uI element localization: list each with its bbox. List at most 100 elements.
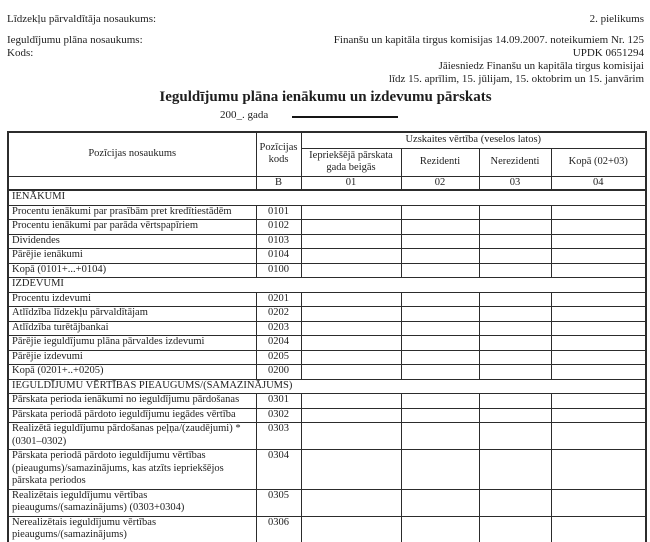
row-code: 0302 [255, 407, 302, 423]
row-code: 0306 [255, 515, 302, 542]
value-cell [478, 407, 552, 423]
value-cell [550, 248, 647, 264]
section-label: IEGULDĪJUMU VĒRTĪBAS PIEAUGUMS/(SAMAZINĀ… [7, 378, 647, 394]
value-cell [400, 219, 480, 235]
row-code: 0103 [255, 233, 302, 249]
col-header-position-name: Pozīcijas nosaukums [7, 131, 257, 177]
data-row-0101: Procentu ienākumi par prasībām pret kred… [7, 204, 647, 220]
value-cell [550, 407, 647, 423]
column-code-01: 01 [300, 175, 402, 191]
regulation-reference: Finanšu un kapitāla tirgus komisijas 14.… [333, 34, 644, 46]
row-label: Pārskata periodā pārdoto ieguldījumu ieg… [7, 407, 257, 423]
value-cell [478, 233, 552, 249]
submission-note-line1: Jāiesniedz Finanšu un kapitāla tirgus ko… [438, 60, 644, 72]
value-cell [478, 364, 552, 380]
value-cell [550, 320, 647, 336]
column-code-03: 03 [478, 175, 552, 191]
row-label: Kopā (0201+..+0205) [7, 364, 257, 380]
value-cell [550, 219, 647, 235]
updk-code: UPDK 0651294 [572, 47, 644, 59]
field-label-code: Kods: [7, 47, 34, 59]
value-cell [478, 204, 552, 220]
row-label: Atlīdzība līdzekļu pārvaldītājam [7, 306, 257, 322]
value-cell [550, 233, 647, 249]
header-line: līdz 15. aprīlim, 15. jūlijam, 15. oktob… [7, 73, 644, 86]
data-row-0104: Pārējie ienākumi 0104 [7, 248, 647, 264]
value-cell [400, 320, 480, 336]
col-subheader-residents: Rezidenti [400, 147, 480, 177]
value-cell [400, 248, 480, 264]
data-row-0103: Dividendes 0103 [7, 233, 647, 249]
value-cell [550, 449, 647, 490]
row-label: Realizētais ieguldījumu vērtības pieaugu… [7, 488, 257, 517]
data-row-0202: Atlīdzība līdzekļu pārvaldītājam 0202 [7, 306, 647, 322]
value-cell [400, 488, 480, 517]
row-label: Atlīdzība turētājbankai [7, 320, 257, 336]
data-row-0302: Pārskata periodā pārdoto ieguldījumu ieg… [7, 407, 647, 423]
row-label: Nerealizētais ieguldījumu vērtības pieau… [7, 515, 257, 542]
data-row-0205: Pārējie izdevumi 0205 [7, 349, 647, 365]
column-code-empty [7, 175, 257, 191]
value-cell [300, 219, 402, 235]
value-cell [300, 262, 402, 278]
value-cell [550, 488, 647, 517]
row-label: Dividendes [7, 233, 257, 249]
data-row-0305: Realizētais ieguldījumu vērtības pieaugu… [7, 488, 647, 517]
annex-reference: 2. pielikums [589, 13, 644, 25]
row-label: Pārējie ienākumi [7, 248, 257, 264]
data-row-0203: Atlīdzība turētājbankai 0203 [7, 320, 647, 336]
value-cell [300, 488, 402, 517]
value-cell [400, 335, 480, 351]
value-cell [478, 515, 552, 542]
value-cell [300, 335, 402, 351]
header-line: Kods: UPDK 0651294 [7, 47, 644, 60]
report-year-line: 200_. gada [7, 107, 644, 123]
row-label: Procentu izdevumi [7, 291, 257, 307]
data-row-0100: Kopā (0101+...+0104) 0100 [7, 262, 647, 278]
value-cell [478, 248, 552, 264]
value-cell [478, 335, 552, 351]
value-cell [300, 422, 402, 450]
column-code-b: B [255, 175, 302, 191]
col-header-group-accounting-value: Uzskaites vērtība (veselos latos) [300, 131, 647, 149]
column-code-02: 02 [400, 175, 480, 191]
row-code: 0100 [255, 262, 302, 278]
value-cell [550, 393, 647, 409]
row-label: Realizētā ieguldījumu pārdošanas peļņa/(… [7, 422, 257, 450]
value-cell [300, 349, 402, 365]
row-code: 0203 [255, 320, 302, 336]
section-label: IENĀKUMI [7, 189, 647, 206]
value-cell [400, 349, 480, 365]
column-code-04: 04 [550, 175, 647, 191]
col-header-position-code: Pozīcijas kods [255, 131, 302, 177]
table-header-row: Pozīcijas nosaukums Pozīcijas kods Uzska… [7, 131, 647, 177]
value-cell [300, 306, 402, 322]
value-cell [550, 515, 647, 542]
value-cell [300, 449, 402, 490]
section-label: IZDEVUMI [7, 277, 647, 293]
value-cell [550, 422, 647, 450]
row-code: 0205 [255, 349, 302, 365]
value-cell [478, 219, 552, 235]
value-cell [550, 349, 647, 365]
row-code: 0201 [255, 291, 302, 307]
value-cell [478, 393, 552, 409]
report-table: Pozīcijas nosaukums Pozīcijas kods Uzska… [7, 131, 648, 542]
value-cell [300, 204, 402, 220]
row-code: 0301 [255, 393, 302, 409]
row-label: Pārskata perioda ienākumi no ieguldījumu… [7, 393, 257, 409]
value-cell [300, 407, 402, 423]
value-cell [550, 335, 647, 351]
value-cell [400, 291, 480, 307]
row-code: 0202 [255, 306, 302, 322]
value-cell [478, 291, 552, 307]
value-cell [550, 306, 647, 322]
document-header: Līdzekļu pārvaldītāja nosaukums: 2. piel… [7, 13, 644, 123]
row-label: Pārējie ieguldījumu plāna pārvaldes izde… [7, 335, 257, 351]
value-cell [478, 320, 552, 336]
row-label: Pārskata periodā pārdoto ieguldījumu vēr… [7, 449, 257, 490]
value-cell [550, 291, 647, 307]
row-code: 0303 [255, 422, 302, 450]
section-row-expenses: IZDEVUMI [7, 277, 647, 293]
